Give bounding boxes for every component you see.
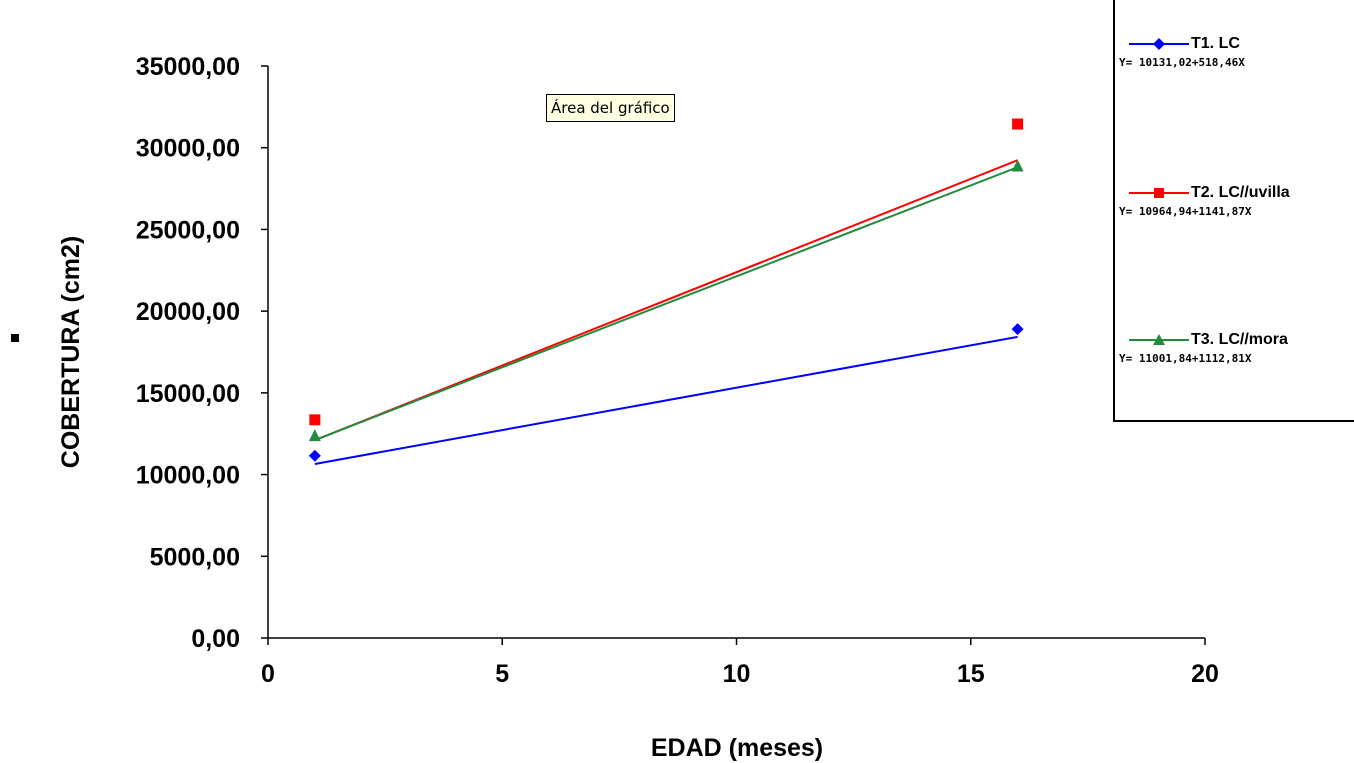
stray-marker [11,334,19,342]
marker-series-3 [308,429,321,442]
chart-area-tooltip: Área del gráfico [546,94,675,122]
legend[interactable]: T1. LC Y= 10131,02+518,46X T2. LC//uvill… [1113,0,1354,422]
x-tick-label: 10 [723,660,751,688]
marker-series-2 [309,414,321,426]
y-tick-label: 0,00 [191,625,240,653]
y-tick-label: 20000,00 [136,298,240,326]
x-tick-label: 5 [495,660,509,688]
y-tick-label: 5000,00 [150,543,240,571]
legend-swatch-t3 [1129,334,1189,345]
legend-entry-t3[interactable]: T3. LC//mora Y= 11001,84+1112,81X [1119,330,1354,365]
legend-entry-t2[interactable]: T2. LC//uvilla Y= 10964,94+1141,87X [1119,183,1354,218]
marker-series-1 [308,449,321,462]
legend-label-t3: T3. LC//mora [1191,331,1288,348]
legend-swatch-t2 [1129,188,1189,198]
legend-label-t1: T1. LC [1191,35,1240,52]
axes [267,66,1205,639]
markers [308,118,1024,462]
legend-equation-t3: Y= 11001,84+1112,81X [1119,352,1252,365]
legend-equation-t2: Y= 10964,94+1141,87X [1119,205,1252,218]
y-tick-label: 30000,00 [136,135,240,163]
marker-series-1 [1011,323,1024,336]
x-tick-label: 15 [957,660,985,688]
x-ticks: 0 5 10 15 20 [261,638,1219,688]
marker-series-3 [1011,159,1024,172]
x-tick-label: 0 [261,660,275,688]
y-ticks: 0,00 5000,00 10000,00 15000,00 20000,00 25000… [136,53,268,653]
legend-entry-t1[interactable]: T1. LC Y= 10131,02+518,46X [1119,34,1354,69]
x-tick-label: 20 [1191,660,1219,688]
trendline-series-3 [314,166,1018,441]
y-tick-label: 25000,00 [136,216,240,244]
y-axis-title: COBERTURA (cm2) [57,236,85,468]
y-tick-label: 15000,00 [136,380,240,408]
x-axis-title: EDAD (meses) [651,734,823,762]
marker-series-2 [1012,118,1024,130]
y-tick-label: 10000,00 [136,462,240,490]
trendlines [314,159,1018,465]
y-tick-label: 35000,00 [136,53,240,81]
trendline-series-1 [314,335,1018,465]
legend-label-t2: T2. LC//uvilla [1191,184,1290,201]
legend-swatch-t1 [1129,38,1189,50]
legend-equation-t1: Y= 10131,02+518,46X [1119,56,1245,69]
